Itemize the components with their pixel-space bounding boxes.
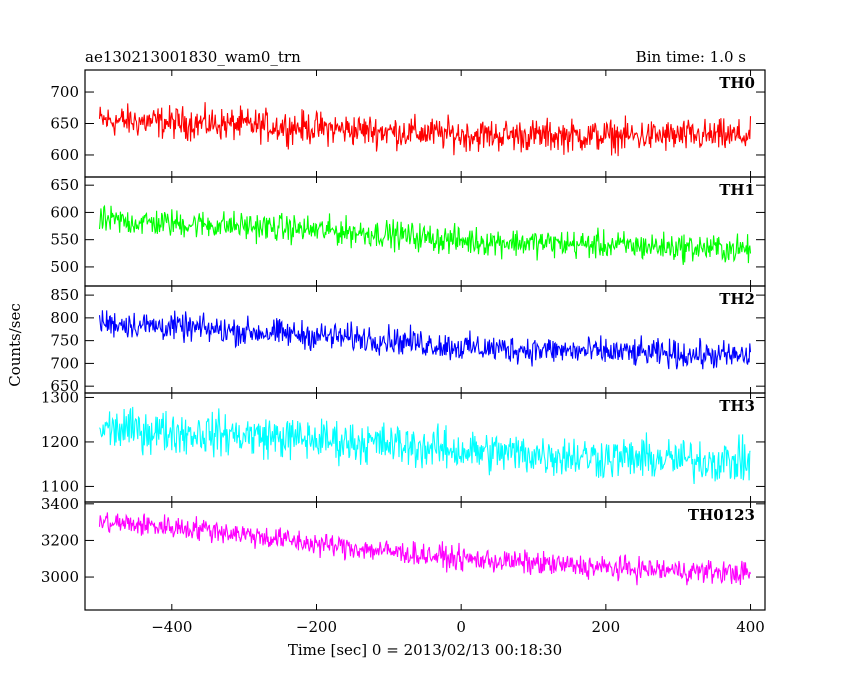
panel-th3: 1100 1200 1300 TH3 — [41, 388, 766, 503]
y-tick-label: 650 — [50, 176, 79, 194]
y-tick-label: 1300 — [41, 388, 79, 406]
panel-name-label: TH1 — [719, 181, 755, 199]
y-tick-label: 750 — [50, 332, 79, 350]
y-tick-label: 3000 — [41, 568, 79, 586]
y-tick-label: 800 — [50, 309, 79, 327]
panels-group: 600 650 700 TH0 500 550 600 650 TH1 650 700 750 800 8… — [41, 69, 766, 636]
panel-name-label: TH0 — [719, 74, 755, 92]
x-axis-label: Time [sec] 0 = 2013/02/13 00:18:30 — [288, 641, 562, 659]
series-line-th3 — [99, 406, 751, 485]
x-tick-label: 400 — [736, 618, 765, 636]
y-tick-label: 600 — [50, 203, 79, 221]
y-tick-label: 1200 — [41, 433, 79, 451]
series-line-th2 — [98, 310, 752, 370]
y-axis-label: Counts/sec — [6, 303, 24, 387]
series-line-th0 — [98, 102, 752, 157]
panel-th2: 650 700 750 800 850 TH2 — [50, 285, 766, 395]
y-tick-label: 700 — [50, 354, 79, 372]
panel-frame — [84, 285, 766, 394]
y-tick-label: 650 — [50, 377, 79, 395]
y-tick-label: 3400 — [41, 495, 79, 513]
panel-name-label: TH3 — [719, 397, 755, 415]
y-tick-label: 500 — [50, 258, 79, 276]
panel-th0: 600 650 700 TH0 — [50, 69, 766, 178]
series-line-th0123 — [98, 512, 752, 586]
y-tick-label: 850 — [50, 286, 79, 304]
x-tick-label: −400 — [151, 618, 192, 636]
panel-th1: 500 550 600 650 TH1 — [50, 176, 766, 287]
x-tick-label: 200 — [592, 618, 621, 636]
panel-name-label: TH0123 — [688, 506, 755, 524]
y-tick-label: 700 — [50, 83, 79, 101]
x-tick-label: −200 — [296, 618, 337, 636]
y-tick-label: 600 — [50, 146, 79, 164]
panel-name-label: TH2 — [719, 290, 755, 308]
y-tick-label: 550 — [50, 231, 79, 249]
y-tick-label: 3200 — [41, 531, 79, 549]
panel-th0123: 3000 3200 3400 TH0123 — [41, 495, 766, 611]
series-line-th1 — [98, 204, 752, 265]
y-tick-label: 650 — [50, 115, 79, 133]
chart-title: ae130213001830_wam0_trn — [85, 48, 301, 66]
panel-frame — [84, 501, 766, 611]
bin-time-label: Bin time: 1.0 s — [636, 48, 746, 66]
y-tick-label: 1100 — [41, 477, 79, 495]
x-tick-label: 0 — [456, 618, 466, 636]
